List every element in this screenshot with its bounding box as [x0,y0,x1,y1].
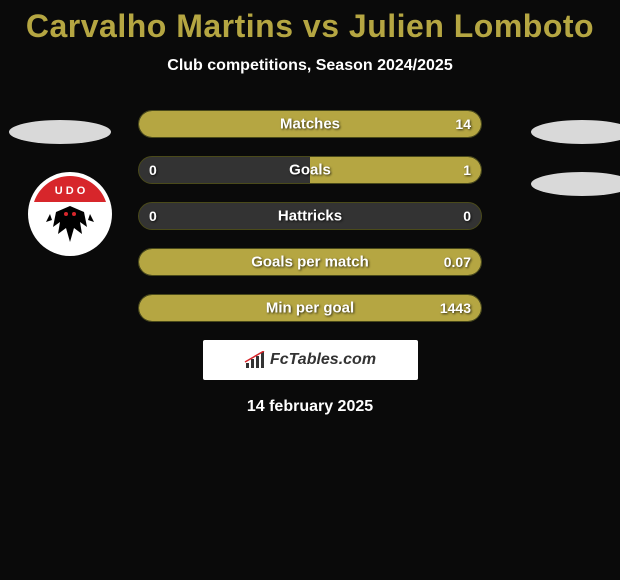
content-area: U D O Matches 14 0 Goals 1 0 [0,110,620,416]
stat-row-matches: Matches 14 [138,110,482,138]
stat-label: Hattricks [278,208,342,225]
watermark-label: FcTables.com [270,351,376,369]
stat-value-right: 0.07 [444,254,471,270]
chart-icon [244,351,266,369]
stat-row-hattricks: 0 Hattricks 0 [138,202,482,230]
placeholder-ellipse-left [9,120,111,144]
svg-text:U D O: U D O [55,185,86,197]
stat-value-right: 1 [463,162,471,178]
infographic-container: Carvalho Martins vs Julien Lomboto Club … [0,0,620,416]
watermark: FcTables.com [203,340,418,380]
stat-fill [310,157,481,183]
placeholder-ellipse-right-1 [531,120,620,144]
club-badge: U D O [28,172,112,256]
stat-value-right: 0 [463,208,471,224]
stat-value-right: 1443 [440,300,471,316]
stat-label: Goals [289,162,331,179]
subtitle: Club competitions, Season 2024/2025 [0,57,620,75]
stat-label: Min per goal [266,300,354,317]
stat-row-goals-per-match: Goals per match 0.07 [138,248,482,276]
date-label: 14 february 2025 [0,398,620,416]
stat-label: Goals per match [251,254,369,271]
stat-label: Matches [280,116,340,133]
placeholder-ellipse-right-2 [531,172,620,196]
stat-row-min-per-goal: Min per goal 1443 [138,294,482,322]
club-badge-svg: U D O [28,172,112,256]
stat-value-left: 0 [149,162,157,178]
stats-list: Matches 14 0 Goals 1 0 Hattricks 0 Goals… [138,110,482,322]
stat-row-goals: 0 Goals 1 [138,156,482,184]
stat-value-right: 14 [455,116,471,132]
page-title: Carvalho Martins vs Julien Lomboto [0,8,620,45]
stat-value-left: 0 [149,208,157,224]
